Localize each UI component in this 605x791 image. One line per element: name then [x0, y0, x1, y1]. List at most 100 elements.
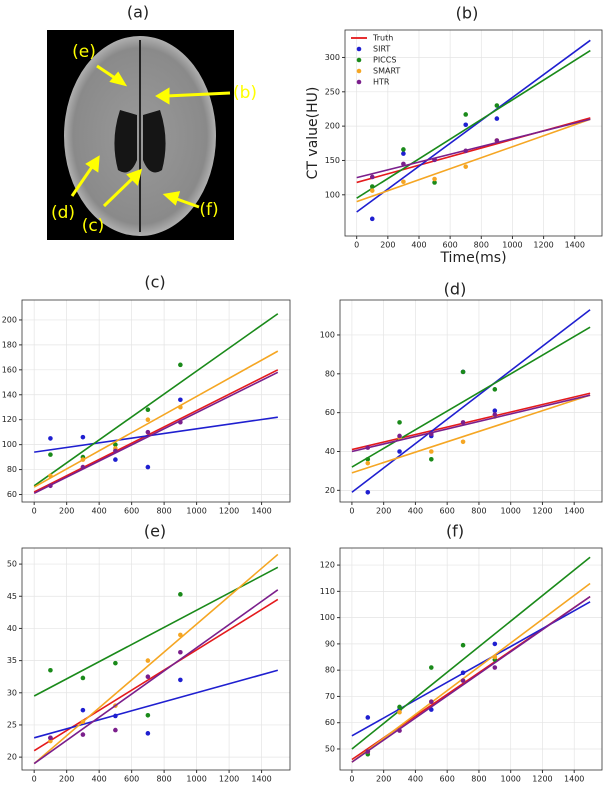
y-tick-label: 120 [320, 561, 335, 570]
fit-line [34, 670, 278, 738]
data-point [370, 184, 375, 189]
chart-title: (d) [444, 280, 467, 299]
data-point [48, 483, 53, 488]
y-tick-label: 250 [325, 87, 340, 96]
y-tick-label: 100 [320, 613, 335, 622]
data-point [365, 715, 370, 720]
x-tick-label: 1000 [186, 775, 206, 784]
plot-frame [340, 548, 602, 770]
data-point [461, 643, 466, 648]
data-point [178, 397, 183, 402]
image-label: (f) [199, 200, 218, 220]
data-point [146, 731, 151, 736]
data-point [401, 179, 406, 184]
y-tick-label: 80 [325, 369, 335, 378]
y-tick-label: 30 [7, 688, 17, 697]
y-tick-label: 200 [2, 315, 17, 324]
data-point [146, 658, 151, 663]
x-tick-label: 400 [411, 241, 426, 250]
data-point [495, 138, 500, 143]
page: {"image_panel": {"title": "(a)", "labels… [0, 0, 605, 787]
x-tick-label: 200 [59, 507, 74, 516]
y-tick-label: 200 [325, 122, 340, 131]
fit-line [34, 351, 278, 487]
x-tick-label: 1000 [502, 241, 522, 250]
y-tick-label: 60 [325, 408, 335, 417]
x-tick-label: 1200 [533, 241, 553, 250]
y-tick-label: 180 [2, 340, 17, 349]
y-tick-label: 70 [325, 692, 335, 701]
x-tick-label: 600 [440, 775, 455, 784]
y-tick-label: 20 [325, 486, 335, 495]
y-tick-label: 45 [7, 592, 17, 601]
chart: (c)0200400600800100012001400608010012014… [2, 273, 290, 516]
data-point [429, 449, 434, 454]
x-tick-label: 600 [442, 241, 457, 250]
fit-line [34, 314, 278, 486]
fit-line [352, 395, 590, 451]
data-point [81, 732, 86, 737]
data-point [495, 116, 500, 121]
data-point [493, 642, 498, 647]
data-point [461, 420, 466, 425]
data-point [81, 719, 86, 724]
data-point [81, 457, 86, 462]
fit-line [34, 417, 278, 452]
x-tick-label: 600 [124, 775, 139, 784]
data-point [48, 436, 53, 441]
data-point [365, 445, 370, 450]
data-point [146, 713, 151, 718]
x-tick-label: 1000 [501, 775, 521, 784]
data-point [146, 407, 151, 412]
image-panel: (a) (e) (b) (d) (c) (f) [47, 3, 257, 241]
data-point [146, 465, 151, 470]
chart-title: (c) [144, 273, 165, 292]
legend-marker [357, 80, 362, 85]
x-tick-label: 0 [349, 507, 354, 516]
y-tick-label: 80 [7, 465, 17, 474]
data-point [113, 714, 118, 719]
data-point [463, 164, 468, 169]
data-point [493, 387, 498, 392]
data-point [401, 151, 406, 156]
x-tick-label: 800 [474, 241, 489, 250]
y-tick-label: 50 [325, 744, 335, 753]
y-tick-label: 100 [320, 330, 335, 339]
data-point [113, 661, 118, 666]
y-tick-label: 35 [7, 656, 17, 665]
legend-marker [357, 69, 362, 74]
data-point [493, 655, 498, 660]
legend-label: HTR [373, 78, 390, 87]
fit-line [34, 372, 278, 493]
data-point [493, 412, 498, 417]
x-tick-label: 1200 [532, 507, 552, 516]
data-point [48, 452, 53, 457]
data-point [48, 736, 53, 741]
chart-title: (e) [144, 522, 166, 541]
fit-line [357, 119, 591, 177]
fit-line [352, 597, 590, 763]
data-point [495, 103, 500, 108]
y-tick-label: 25 [7, 720, 17, 729]
data-point [397, 434, 402, 439]
data-point [48, 668, 53, 673]
x-tick-label: 800 [156, 775, 171, 784]
data-point [397, 728, 402, 733]
x-tick-label: 1200 [532, 775, 552, 784]
data-point [397, 420, 402, 425]
y-tick-label: 80 [325, 666, 335, 675]
data-point [429, 665, 434, 670]
x-tick-label: 0 [354, 241, 359, 250]
x-tick-label: 1200 [219, 775, 239, 784]
data-point [401, 162, 406, 167]
data-point [81, 465, 86, 470]
x-tick-label: 600 [124, 507, 139, 516]
figure: (a) (e) (b) (d) (c) (f) (b)0200400600800… [0, 0, 605, 787]
legend-marker [357, 47, 362, 52]
data-point [178, 592, 183, 597]
y-axis-label: CT value(HU) [305, 87, 321, 180]
fit-line [352, 557, 590, 749]
